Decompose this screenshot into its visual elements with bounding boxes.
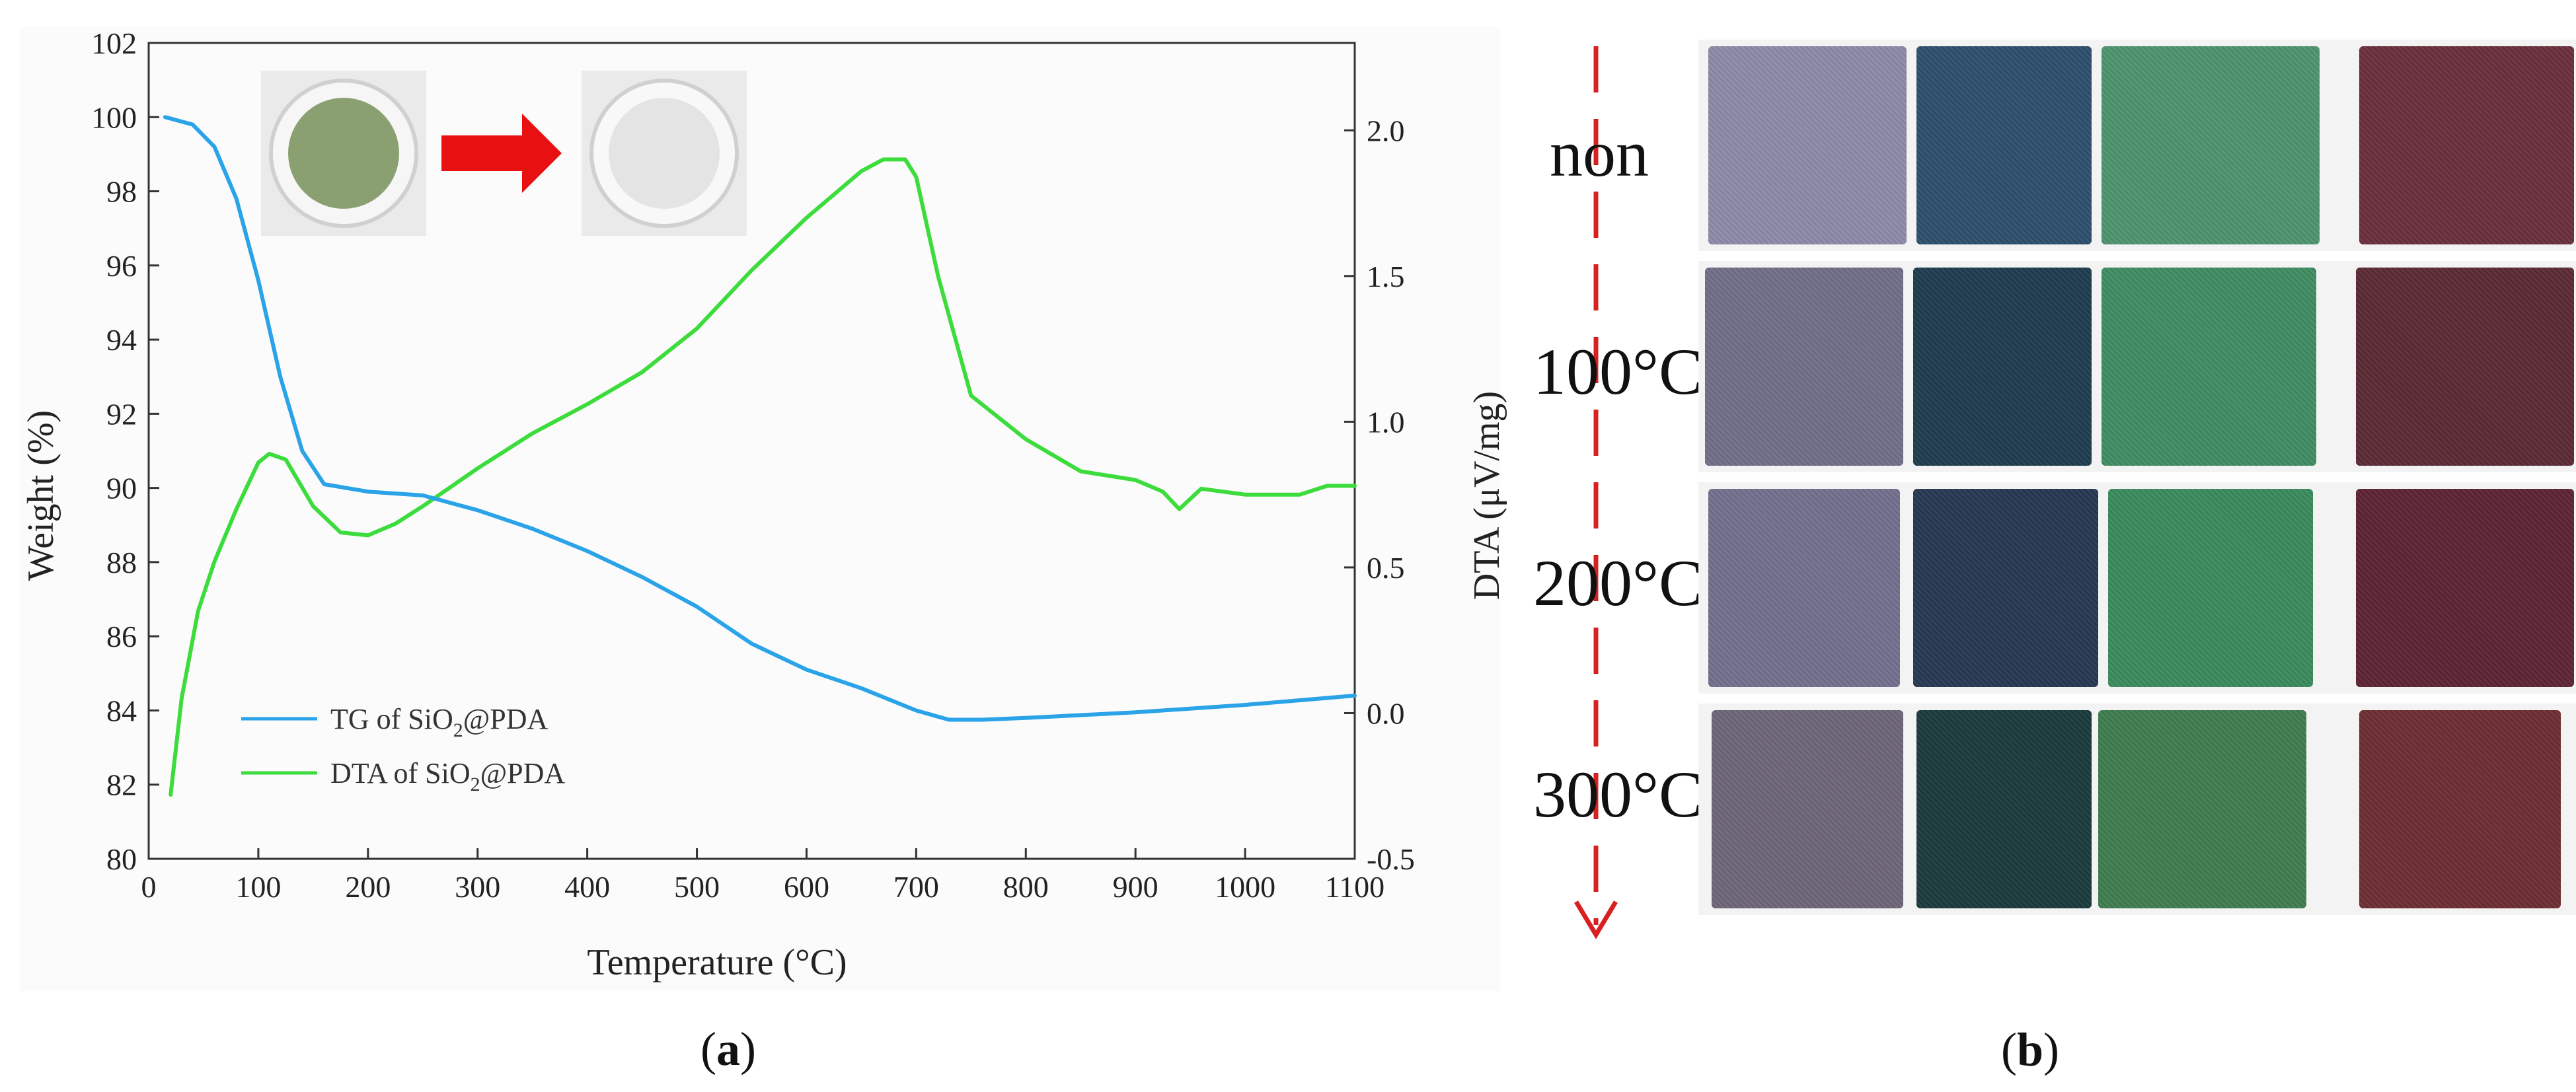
label-300c: 300°C [1533,758,1703,831]
legend-label-dta: DTA of SiO2@PDA [330,757,565,795]
caption-a: (a) [701,1023,756,1075]
legend-label-tg: TG of SiO2@PDA [330,703,549,741]
swatch-non-3 [2102,46,2320,244]
inset-after-sample [609,98,720,209]
x-tick-label: 400 [564,870,610,904]
swatch-100c-4 [2356,268,2574,466]
y-left-tick-label: 88 [106,546,137,579]
fabric-row-non [1698,40,2576,251]
y-left-tick-label: 82 [106,768,137,802]
plot-frame [147,42,1356,860]
swatch-non-2 [1916,46,2092,244]
label-100c: 100°C [1533,335,1703,408]
label-non: non [1550,117,1649,190]
swatch-300c-2 [1916,710,2092,908]
x-tick-label: 200 [345,870,391,904]
swatch-200c-3 [2108,489,2313,687]
swatch-100c-1 [1705,268,1903,466]
x-tick-label: 1100 [1325,870,1384,904]
swatch-300c-1 [1712,710,1903,908]
x-tick-label: 900 [1113,870,1158,904]
panel-a-chart: 0 100 200 300 400 500 600 700 800 900 1000 1100 80 82… [20,26,1507,1075]
swatch-200c-4 [2356,489,2574,687]
y-left-tick-label: 94 [106,323,137,357]
swatch-100c-3 [2102,268,2316,466]
x-tick-label: 0 [141,870,157,904]
y-right-tick-label: -0.5 [1367,842,1415,876]
caption-b: (b) [2001,1023,2060,1076]
x-tick-label: 500 [674,870,720,904]
temperature-arrow-icon [1573,46,1618,939]
y-left-tick-label: 100 [91,100,137,134]
inset-sample-photos [261,71,747,236]
x-tick-label: 1000 [1215,870,1275,904]
y-left-tick-label: 96 [106,249,137,283]
y-left-tick-label: 102 [91,26,137,60]
x-tick-label: 700 [893,870,939,904]
dta-series-line [169,157,1357,797]
fabric-row-200c [1698,482,2576,694]
x-tick-label: 300 [455,870,500,904]
x-tick-label: 100 [235,870,281,904]
y-left-tick-label: 84 [106,694,137,727]
y-left-tick-label: 86 [106,620,137,653]
swatch-300c-4 [2359,710,2561,908]
swatch-200c-2 [1913,489,2098,687]
label-200c: 200°C [1533,546,1703,620]
y-right-tick-label: 1.5 [1367,260,1405,293]
y-left-tick-label: 80 [106,842,137,876]
swatch-300c-3 [2098,710,2306,908]
y-right-tick-label: 0.0 [1367,696,1405,730]
y-right-tick-label: 0.5 [1367,551,1405,585]
y-right-tick-label: 2.0 [1367,114,1405,147]
fabric-row-300c [1698,704,2576,915]
y-right-axis-title: DTA (μV/mg) [1466,391,1507,600]
y-right-tick-label: 1.0 [1367,405,1405,439]
panel-b-fabric-photos: non 100°C 200°C 300°C [1533,26,2576,1004]
y-left-tick-label: 90 [106,472,137,505]
swatch-non-4 [2359,46,2574,244]
panel-a-background [20,26,1500,991]
x-axis-title: Temperature (°C) [587,942,847,983]
y-left-axis-title: Weight (%) [20,410,61,581]
legend: TG of SiO2@PDA DTA of SiO2@PDA [241,703,565,795]
x-tick-label: 600 [784,870,829,904]
heating-arrow-icon [441,114,562,193]
swatch-non-1 [1708,46,1907,244]
inset-before-sample [288,98,399,209]
y-left-tick-label: 92 [106,397,137,431]
tg-series-line [163,115,1357,722]
swatch-200c-1 [1708,489,1900,687]
y-left-tick-label: 98 [106,175,137,209]
swatch-100c-2 [1913,268,2092,466]
x-tick-label: 800 [1003,870,1049,904]
fabric-row-100c [1698,261,2576,472]
